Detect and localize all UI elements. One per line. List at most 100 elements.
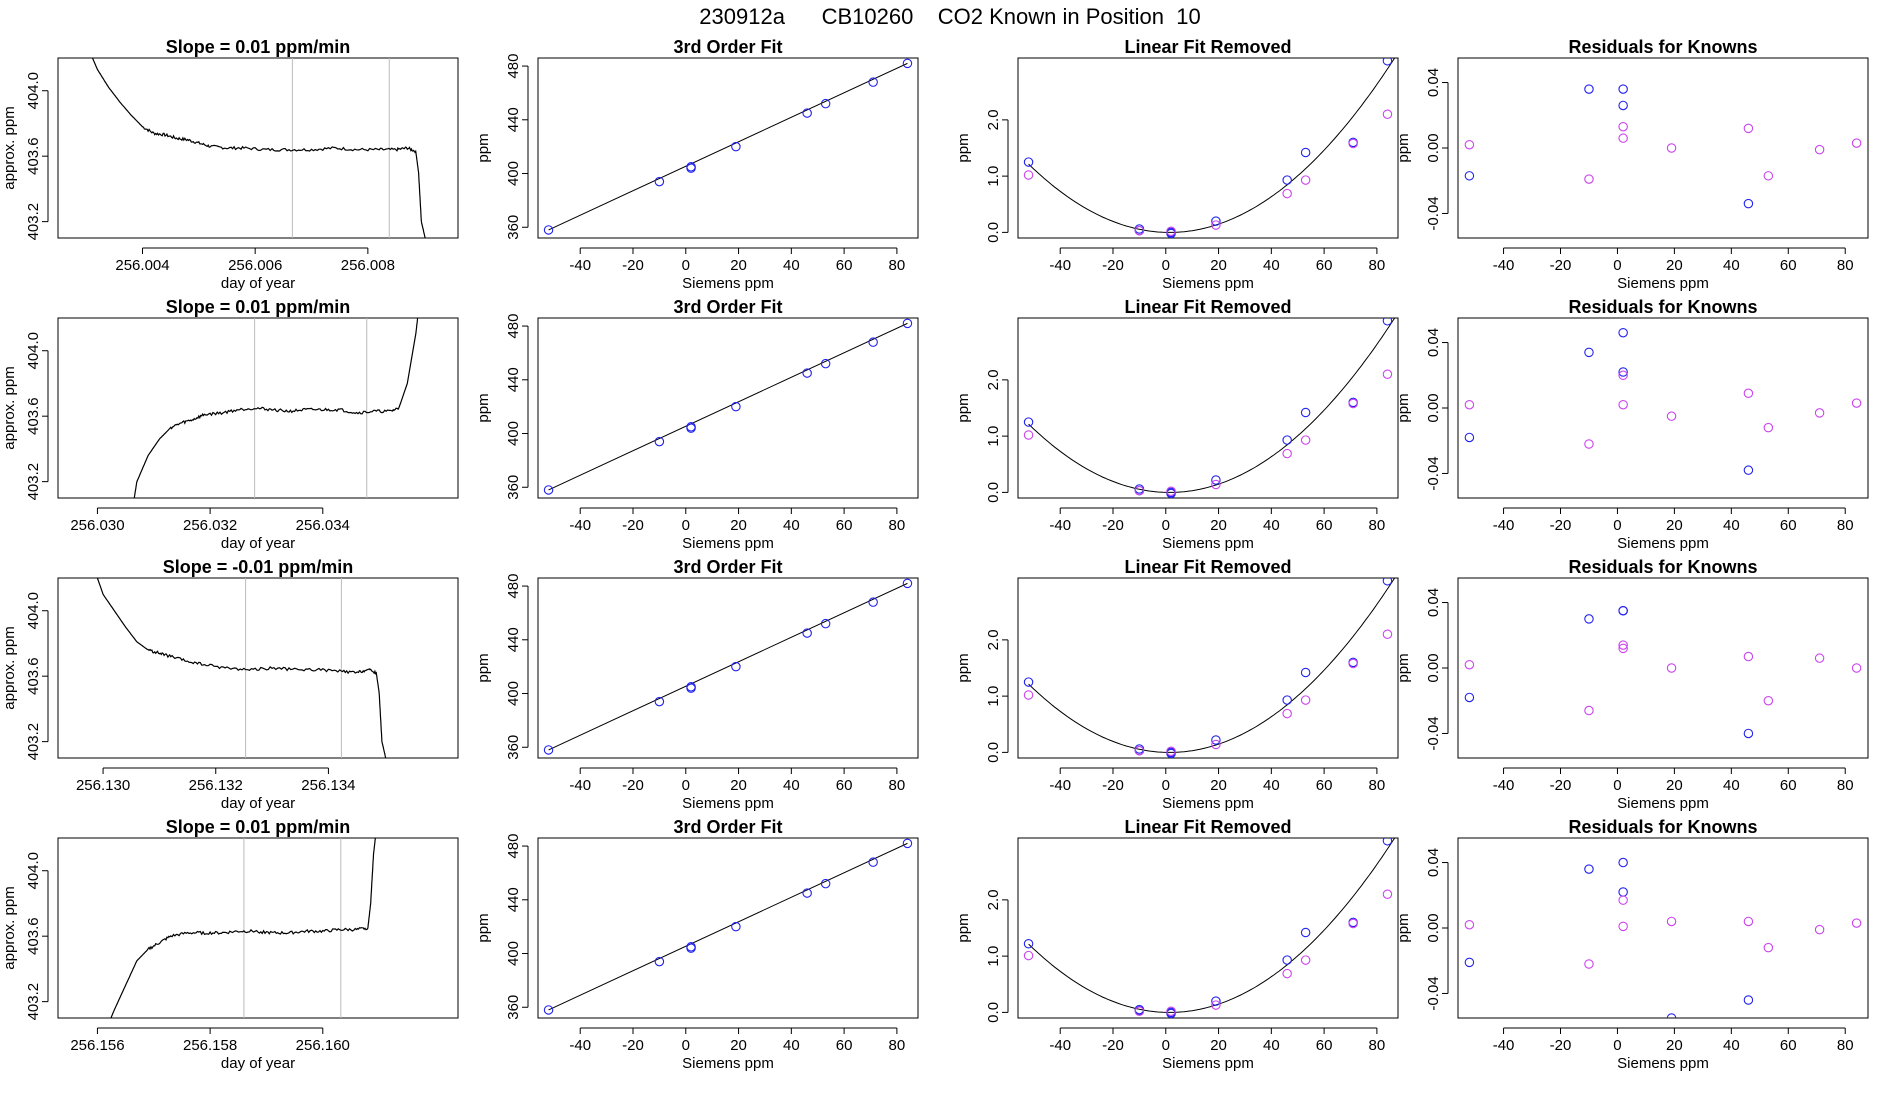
y-axis-label: approx. ppm (1, 366, 18, 449)
x-tick-label: 60 (836, 1037, 853, 1054)
data-point (1166, 746, 1176, 756)
x-tick-label: 80 (1369, 1037, 1386, 1054)
data-point (1382, 578, 1393, 586)
fit-line (548, 582, 908, 751)
y-tick-label: 2.0 (985, 629, 1002, 650)
x-tick-label: 60 (1780, 777, 1797, 794)
x-tick-label: -20 (622, 257, 644, 274)
data-point (1618, 370, 1628, 381)
data-point (1618, 100, 1628, 111)
data-point (1464, 171, 1475, 181)
panel-data (1464, 605, 1862, 739)
x-axis-label: day of year (221, 1055, 295, 1072)
data-point (1464, 399, 1475, 410)
x-tick-label: -20 (622, 517, 644, 534)
fit-curve (1028, 578, 1396, 753)
panel-title: 3rd Order Fit (673, 557, 782, 577)
x-tick-label: 20 (730, 257, 747, 274)
x-tick-label: 0 (1162, 777, 1170, 794)
x-tick-label: 60 (1780, 517, 1797, 534)
y-tick-label: 0.00 (1425, 653, 1442, 682)
y-tick-label: 1.0 (985, 686, 1002, 707)
x-tick-label: -40 (1493, 517, 1515, 534)
data-point (1134, 1006, 1145, 1016)
y-tick-label: 0.00 (1425, 133, 1442, 162)
panel-data (543, 578, 913, 755)
x-tick-label: 60 (1780, 1037, 1797, 1054)
y-tick-label: 2.0 (985, 109, 1002, 130)
data-point (1382, 838, 1393, 846)
panel-title: Residuals for Knowns (1568, 297, 1757, 317)
y-tick-label: -0.04 (1425, 716, 1442, 750)
panel-title: 3rd Order Fit (673, 37, 782, 57)
panel-data (543, 58, 913, 235)
y-tick-label: 0.0 (985, 482, 1002, 503)
x-axis-label: Siemens ppm (682, 275, 774, 292)
x-tick-label: 60 (1316, 517, 1333, 534)
panel-title: 3rd Order Fit (673, 817, 782, 837)
panel-data (1023, 578, 1396, 758)
data-point (1166, 1008, 1176, 1018)
y-tick-label: 404.0 (25, 852, 42, 890)
x-tick-label: 80 (1837, 777, 1854, 794)
panel-title: Linear Fit Removed (1124, 297, 1291, 317)
data-point (1666, 411, 1677, 421)
y-tick-label: 404.0 (25, 592, 42, 630)
y-tick-label: 403.2 (25, 983, 42, 1021)
x-tick-label: 40 (783, 777, 800, 794)
x-tick-label: -40 (569, 777, 591, 794)
data-point (1618, 121, 1628, 132)
data-point (1348, 398, 1358, 409)
fit-curve (1028, 318, 1396, 493)
data-point (1382, 369, 1393, 379)
panel-r3-c0: Slope = 0.01 ppm/min 256.156 256.158 256.16… (1, 817, 459, 1072)
data-point (1464, 919, 1475, 930)
data-point (1300, 175, 1311, 185)
ppm-trace (110, 838, 377, 1018)
data-point (1618, 921, 1628, 932)
data-point (1584, 959, 1594, 969)
data-point (1348, 918, 1358, 929)
x-tick-label: 40 (1723, 1037, 1740, 1054)
y-tick-label: 1.0 (985, 166, 1002, 187)
x-tick-label: 40 (1263, 777, 1280, 794)
panel-data (1464, 327, 1862, 475)
x-tick-label: 20 (1666, 777, 1683, 794)
data-point (1282, 708, 1292, 719)
data-point (1584, 705, 1594, 716)
data-point (1282, 968, 1292, 979)
data-point (654, 956, 665, 967)
y-tick-label: 0.00 (1425, 393, 1442, 422)
y-tick-label: 404.0 (25, 72, 42, 110)
data-point (1023, 677, 1034, 687)
data-point (1382, 109, 1393, 120)
panel-data (91, 58, 426, 238)
plot-frame (537, 317, 919, 499)
y-tick-label: 400 (505, 941, 522, 966)
y-axis-label: ppm (1395, 913, 1412, 942)
panel-title: Linear Fit Removed (1124, 817, 1291, 837)
data-point (1763, 695, 1774, 706)
plot-frame (1457, 577, 1869, 759)
panel-title: Slope = -0.01 ppm/min (163, 557, 354, 577)
y-axis-label: ppm (1395, 653, 1412, 682)
data-point (1134, 485, 1145, 496)
y-axis-label: ppm (955, 653, 972, 682)
data-point (686, 683, 696, 693)
data-point (1464, 957, 1475, 968)
panel-r2-c3: Residuals for Knowns -40 -20 0 20 40 60 80 Sieme… (1395, 557, 1869, 812)
panel-r3-c3: Residuals for Knowns -40 -20 0 20 40 60 80 Sieme… (1395, 817, 1869, 1072)
y-axis-label: ppm (1395, 393, 1412, 422)
y-tick-label: 400 (505, 161, 522, 186)
plot-frame (1017, 837, 1399, 1019)
panel-data (1464, 84, 1862, 209)
x-tick-label: 40 (1263, 1037, 1280, 1054)
data-point (686, 163, 696, 173)
x-tick-label: 256.006 (228, 257, 282, 274)
y-tick-label: 400 (505, 421, 522, 446)
x-tick-label: -40 (1049, 257, 1071, 274)
x-tick-label: 0 (682, 517, 690, 534)
x-tick-label: -20 (1102, 257, 1124, 274)
data-point (1134, 745, 1145, 756)
